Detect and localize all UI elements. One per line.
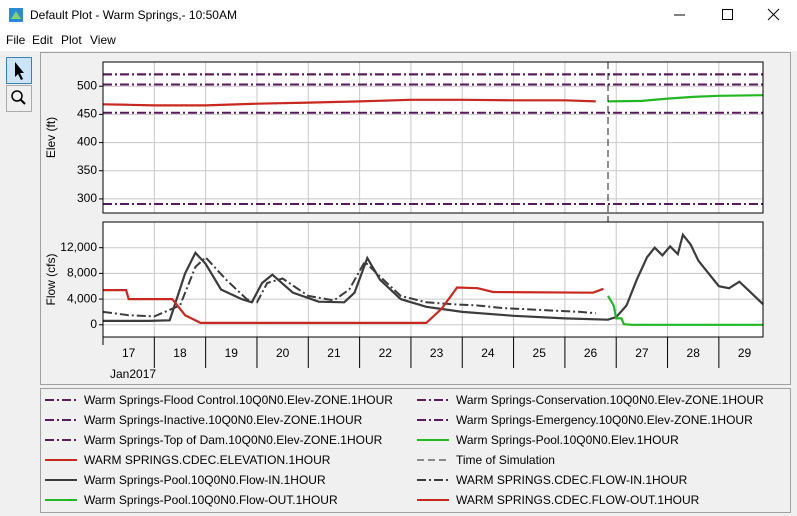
y-tick-label: 300 [77,191,97,205]
app-icon-art [11,11,21,19]
menu-item[interactable]: View [90,33,116,47]
window-title: Default Plot - Warm Springs,- 10:50AM [30,8,237,22]
title-bar [0,0,797,31]
legend-label: Warm Springs-Conservation.10Q0N0.Elev-ZO… [456,393,764,407]
plot-frame [102,221,764,338]
x-axis-label: Jan2017 [110,367,156,381]
plot-frame [102,61,764,214]
x-tick-label: 22 [379,346,393,360]
y-tick-label: 8,000 [67,266,97,280]
legend-label: Warm Springs-Pool.10Q0N0.Elev.1HOUR [456,433,679,447]
x-tick-label: 20 [276,346,290,360]
menu-item[interactable]: File [6,33,26,47]
legend-label: WARM SPRINGS.CDEC.FLOW-IN.1HOUR [456,473,688,487]
series-line [102,98,596,107]
y-axis-label: Elev (ft) [44,117,58,158]
legend-label: Warm Springs-Top of Dam.10Q0N0.Elev-ZONE… [84,433,383,447]
zoom-tool[interactable] [6,85,32,112]
menu-item[interactable]: Edit [32,33,53,47]
zoom-icon-handle [19,98,26,105]
pointer-icon [15,62,24,80]
series-line [103,232,764,322]
legend-label: Time of Simulation [456,453,555,467]
x-tick-label: 18 [173,346,187,360]
series-line [102,255,596,318]
series-line [607,295,763,326]
legend-box [40,388,791,513]
y-tick-label: 500 [77,78,97,92]
legend-label: WARM SPRINGS.CDEC.ELEVATION.1HOUR [84,453,331,467]
y-tick-label: 12,000 [60,240,97,254]
series-line [103,286,604,324]
close-button[interactable] [767,8,780,21]
menu-bar [0,31,797,51]
legend-label: Warm Springs-Pool.10Q0N0.Flow-OUT.1HOUR [84,493,338,507]
x-tick-label: 26 [584,346,598,360]
menu-item[interactable]: Plot [61,33,82,47]
y-tick-label: 0 [90,317,97,331]
y-tick-label: 350 [77,163,97,177]
y-tick-label: 400 [77,135,97,149]
x-tick-label: 29 [738,346,752,360]
legend-label: Warm Springs-Pool.10Q0N0.Flow-IN.1HOUR [84,473,326,487]
legend-label: Warm Springs-Flood Control.10Q0N0.Elev-Z… [84,393,393,407]
x-tick-label: 19 [225,346,239,360]
y-tick-label: 4,000 [67,291,97,305]
series-line [607,94,764,103]
x-tick-label: 23 [430,346,444,360]
x-tick-label: 25 [533,346,547,360]
maximize-button[interactable] [722,9,733,20]
plot-area [103,222,763,337]
x-tick-label: 28 [687,346,701,360]
x-tick-label: 27 [635,346,649,360]
x-tick-label: 21 [327,346,341,360]
legend-label: Warm Springs-Emergency.10Q0N0.Elev-ZONE.… [456,413,753,427]
plot-area [103,62,763,213]
y-axis-label: Flow (cfs) [44,254,58,306]
zoom-icon [11,90,23,102]
x-tick-label: 17 [122,346,136,360]
y-tick-label: 450 [77,107,97,121]
legend-label: Warm Springs-Inactive.10Q0N0.Elev-ZONE.1… [84,413,363,427]
x-tick-label: 24 [481,346,495,360]
legend-label: WARM SPRINGS.CDEC.FLOW-OUT.1HOUR [456,493,700,507]
